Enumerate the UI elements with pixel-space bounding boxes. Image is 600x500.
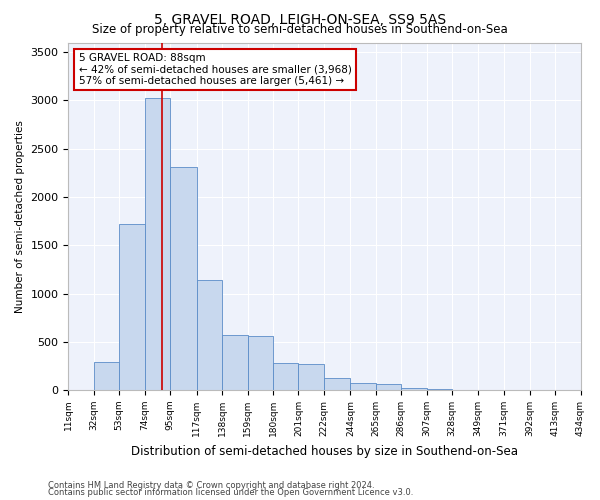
Bar bbox=[350, 382, 376, 390]
Bar bbox=[401, 388, 427, 390]
Bar bbox=[145, 98, 170, 390]
Text: 5 GRAVEL ROAD: 88sqm
← 42% of semi-detached houses are smaller (3,968)
57% of se: 5 GRAVEL ROAD: 88sqm ← 42% of semi-detac… bbox=[79, 53, 352, 86]
Bar bbox=[197, 280, 222, 390]
Bar bbox=[119, 224, 145, 390]
Bar bbox=[222, 335, 248, 390]
Bar bbox=[248, 336, 273, 390]
Bar bbox=[376, 384, 401, 390]
Bar bbox=[273, 363, 298, 390]
Bar bbox=[170, 167, 197, 390]
Text: 5, GRAVEL ROAD, LEIGH-ON-SEA, SS9 5AS: 5, GRAVEL ROAD, LEIGH-ON-SEA, SS9 5AS bbox=[154, 12, 446, 26]
Bar bbox=[298, 364, 324, 390]
X-axis label: Distribution of semi-detached houses by size in Southend-on-Sea: Distribution of semi-detached houses by … bbox=[131, 444, 518, 458]
Text: Contains public sector information licensed under the Open Government Licence v3: Contains public sector information licen… bbox=[48, 488, 413, 497]
Text: Size of property relative to semi-detached houses in Southend-on-Sea: Size of property relative to semi-detach… bbox=[92, 22, 508, 36]
Bar bbox=[324, 378, 350, 390]
Text: Contains HM Land Registry data © Crown copyright and database right 2024.: Contains HM Land Registry data © Crown c… bbox=[48, 480, 374, 490]
Bar bbox=[94, 362, 119, 390]
Y-axis label: Number of semi-detached properties: Number of semi-detached properties bbox=[15, 120, 25, 312]
